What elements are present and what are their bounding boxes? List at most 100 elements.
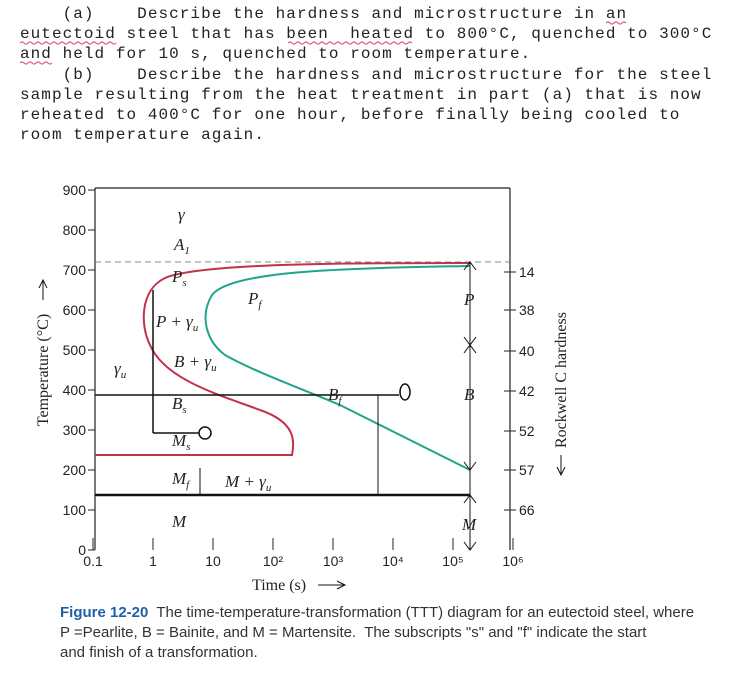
label-text: M: [171, 431, 187, 450]
question-line: sample resulting from the heat treatment…: [20, 86, 702, 104]
label: M: [461, 515, 477, 534]
label-sub: u: [193, 322, 199, 334]
start-curve: [95, 262, 471, 456]
label-sub: f: [338, 395, 343, 407]
arrow: [556, 455, 566, 477]
y-tick-label: 0: [78, 542, 86, 558]
path-end: [198, 426, 212, 440]
label: Bs: [172, 394, 187, 416]
x-axis-title: Time (s): [252, 577, 306, 594]
label: B + γu: [174, 352, 217, 374]
question-line: eutectoid steel that has been heated to …: [20, 25, 712, 43]
y-tick-label: 100: [63, 502, 87, 518]
label: Ps: [171, 267, 187, 289]
spellcheck-underlines: [19, 21, 627, 65]
hardness-tick-label: 38: [519, 302, 535, 318]
y-tick-label: 900: [63, 182, 87, 198]
hardness-tick-label: 14: [519, 264, 535, 280]
y-tick-label: 600: [63, 302, 87, 318]
label-sub: u: [266, 482, 272, 494]
question-line: and held for 10 s, quenched to room temp…: [20, 45, 531, 63]
label-sub: f: [186, 479, 191, 491]
underline: [605, 21, 627, 25]
label-text: γ: [178, 205, 186, 224]
y-tick-label: 200: [63, 462, 87, 478]
hardness-ticks: 14 38 40 42 52 57 66: [504, 264, 535, 518]
question-line: reheated to 400°C for one hour, before f…: [20, 106, 680, 124]
y-tick-label: 300: [63, 422, 87, 438]
x-tick-label: 10: [205, 553, 221, 569]
x-tick-label: 0.1: [83, 553, 103, 569]
label: B: [464, 385, 475, 404]
question-line: (a) Describe the hardness and microstruc…: [20, 5, 627, 23]
range-arrows: [463, 261, 477, 551]
label-text: P: [171, 267, 182, 286]
label-text: B + γ: [174, 352, 212, 371]
y-tick-label: 500: [63, 342, 87, 358]
y-tick-label: 800: [63, 222, 87, 238]
label: Bf: [328, 385, 343, 407]
label-sub: u: [211, 362, 217, 374]
label: γu: [114, 359, 127, 381]
hardness-tick-label: 57: [519, 462, 535, 478]
label-text: B: [328, 385, 339, 404]
label: Pf: [247, 289, 263, 311]
label-sub: s: [186, 441, 190, 453]
label-text: M: [171, 469, 187, 488]
heat-treatment-paths: [95, 261, 477, 551]
x-tick-label: 10⁵: [442, 553, 463, 569]
label-text: B: [172, 394, 183, 413]
hardness-tick-label: 42: [519, 383, 535, 399]
label-text: M + γ: [224, 472, 267, 491]
hardness-tick-label: 40: [519, 343, 535, 359]
label-text: P: [463, 290, 474, 309]
x-tick-label: 1: [149, 553, 157, 569]
caption-text: The time-temperature-transformation (TTT…: [156, 604, 694, 621]
label: P + γu: [155, 312, 199, 334]
caption-line: and finish of a transformation.: [60, 644, 258, 661]
label: P: [463, 290, 474, 309]
underline: [19, 41, 117, 45]
y-ticks: 900 800 700 600 500 400 300 200 100 0: [63, 182, 95, 558]
caption-line: Figure 12-20 The time-temperature-transfo…: [60, 604, 694, 621]
label-sub: 1: [184, 245, 190, 257]
x-tick-label: 10⁴: [382, 553, 404, 569]
y-axis-title: Temperature (°C): [35, 314, 52, 426]
label-text: B: [464, 385, 475, 404]
label-text: P: [247, 289, 258, 308]
y-tick-label: 700: [63, 262, 87, 278]
label-text: A: [173, 235, 185, 254]
label-sub: s: [182, 404, 186, 416]
question-line: room temperature again.: [20, 126, 265, 144]
hardness-tick-label: 52: [519, 423, 535, 439]
underline: [287, 41, 413, 45]
label: Mf: [171, 469, 191, 491]
label-sub: f: [258, 299, 263, 311]
question: (a) Describe the hardness and microstruc…: [19, 5, 712, 144]
caption: Figure 12-20 The time-temperature-transfo…: [60, 604, 694, 661]
label-text: M: [171, 512, 187, 531]
x-tick-label: 10³: [323, 553, 344, 569]
label: γ: [178, 205, 186, 224]
hardness-tick-label: 66: [519, 502, 535, 518]
label: M + γu: [224, 472, 272, 494]
finish-curve: [204, 265, 471, 471]
label-text: P + γ: [155, 312, 194, 331]
arrow: [38, 278, 48, 300]
path-end: [399, 383, 411, 401]
label: A1: [173, 235, 190, 257]
label-text: γ: [114, 359, 122, 378]
label-sub: s: [182, 277, 186, 289]
figure-label: Figure 12-20: [60, 604, 148, 621]
x-tick-label: 10²: [263, 553, 284, 569]
arrow: [318, 580, 347, 590]
label: M: [171, 512, 187, 531]
question-line: (b) Describe the hardness and microstruc…: [20, 66, 712, 84]
right-axis-title: Rockwell C hardness: [553, 312, 570, 448]
label-sub: u: [121, 369, 127, 381]
underline: [19, 61, 53, 65]
caption-line: P =Pearlite, B = Bainite, and M = Marten…: [60, 624, 647, 641]
label-text: M: [461, 515, 477, 534]
